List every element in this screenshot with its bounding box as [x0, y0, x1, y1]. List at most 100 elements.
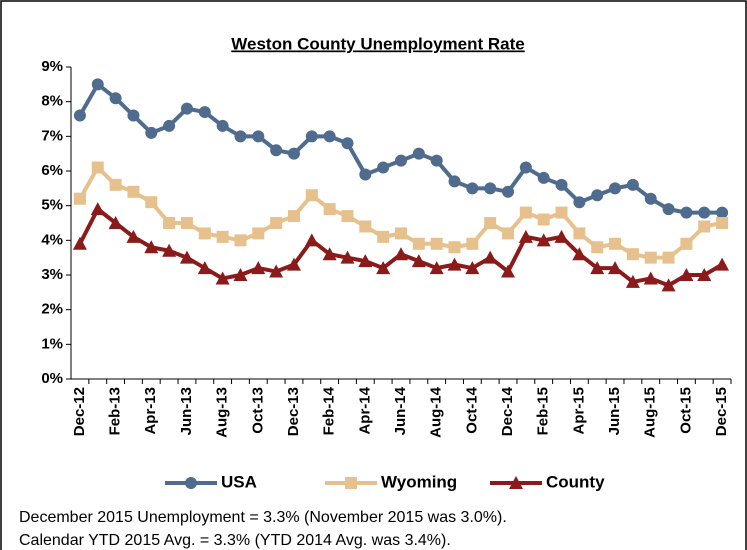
- data-point: [536, 233, 551, 247]
- x-tick-label: Jun-14: [392, 386, 409, 435]
- data-point: [626, 178, 639, 191]
- data-point: [518, 229, 533, 243]
- series-line: [78, 82, 723, 215]
- legend-label: USA: [221, 472, 257, 491]
- data-point: [484, 182, 497, 195]
- data-point: [662, 203, 675, 216]
- data-point: [305, 130, 318, 143]
- data-point: [591, 241, 604, 254]
- y-tick-label: 6%: [41, 162, 63, 179]
- legend-marker: [185, 477, 197, 489]
- data-point: [323, 203, 336, 216]
- y-tick-label: 5%: [41, 197, 63, 214]
- x-tick-label: Feb-15: [535, 387, 552, 435]
- x-tick-label: Jun-13: [178, 387, 195, 435]
- data-point: [697, 268, 712, 281]
- data-point: [625, 274, 640, 288]
- data-point: [465, 261, 480, 275]
- data-point: [716, 217, 729, 229]
- data-point: [644, 251, 657, 264]
- data-point: [145, 126, 158, 139]
- data-point: [573, 196, 586, 209]
- data-point: [626, 248, 639, 261]
- y-tick-label: 2%: [41, 301, 63, 318]
- data-point: [609, 237, 622, 250]
- data-point: [234, 234, 247, 247]
- data-point: [252, 130, 265, 143]
- data-point: [466, 182, 479, 195]
- data-point: [180, 102, 193, 115]
- x-tick-label: Dec-15: [713, 387, 730, 436]
- data-point: [376, 261, 391, 275]
- data-point: [108, 216, 123, 229]
- data-point: [537, 213, 550, 226]
- data-point: [377, 230, 390, 243]
- data-point: [73, 192, 86, 205]
- data-point: [270, 144, 283, 157]
- data-point: [698, 206, 711, 219]
- data-point: [447, 257, 462, 271]
- data-point: [608, 261, 623, 275]
- data-point: [555, 206, 568, 219]
- x-tick-label: Aug-14: [428, 386, 445, 437]
- data-point: [680, 206, 693, 219]
- x-tick-label: Oct-14: [463, 386, 480, 433]
- data-point: [163, 217, 176, 229]
- data-point: [662, 251, 675, 264]
- data-point: [341, 137, 354, 150]
- data-point: [127, 109, 140, 122]
- x-tick-label: Aug-15: [642, 387, 659, 438]
- series-line: [78, 165, 723, 260]
- data-point: [430, 237, 443, 250]
- data-point: [270, 217, 283, 229]
- data-point: [163, 119, 176, 132]
- data-point: [91, 78, 104, 91]
- data-point: [715, 257, 730, 271]
- x-tick-label: Oct-13: [249, 387, 266, 434]
- data-point: [304, 233, 319, 247]
- data-point: [127, 185, 140, 198]
- data-point: [358, 254, 373, 268]
- data-point: [109, 92, 122, 105]
- data-point: [412, 147, 425, 160]
- data-point: [609, 182, 622, 195]
- x-tick-label: Apr-14: [356, 386, 373, 434]
- x-tick-label: Apr-13: [142, 387, 159, 435]
- data-point: [395, 227, 407, 240]
- x-tick-label: Dec-14: [499, 386, 516, 436]
- data-point: [430, 154, 443, 167]
- legend-label: Wyoming: [381, 472, 457, 491]
- data-point: [501, 264, 516, 278]
- data-point: [394, 247, 408, 261]
- x-tick-label: Jun-15: [606, 387, 623, 435]
- x-tick-label: Dec-12: [71, 387, 88, 436]
- data-point: [411, 254, 426, 268]
- y-tick-label: 1%: [41, 335, 63, 352]
- data-point: [145, 196, 158, 209]
- y-tick-label: 4%: [41, 231, 63, 248]
- data-point: [287, 210, 300, 223]
- data-point: [448, 175, 461, 188]
- legend-marker: [345, 477, 357, 489]
- data-point: [572, 247, 587, 261]
- chart-title: Weston County Unemployment Rate: [231, 34, 524, 53]
- data-point: [252, 227, 265, 240]
- data-point: [359, 220, 372, 233]
- data-point: [179, 250, 194, 264]
- data-point: [216, 119, 229, 132]
- data-point: [269, 264, 284, 278]
- data-point: [233, 268, 248, 281]
- data-point: [359, 168, 372, 181]
- data-point: [429, 261, 444, 275]
- data-point: [484, 217, 497, 229]
- note: December 2015 Unemployment = 3.3% (Novem…: [19, 509, 507, 526]
- data-point: [215, 271, 230, 285]
- data-point: [680, 237, 693, 250]
- data-point: [698, 220, 711, 233]
- data-point: [144, 240, 159, 254]
- data-point: [180, 217, 193, 229]
- data-point: [323, 130, 336, 143]
- x-tick-label: Feb-13: [107, 387, 124, 435]
- note: Calendar YTD 2015 Avg. = 3.3% (YTD 2014 …: [19, 532, 451, 549]
